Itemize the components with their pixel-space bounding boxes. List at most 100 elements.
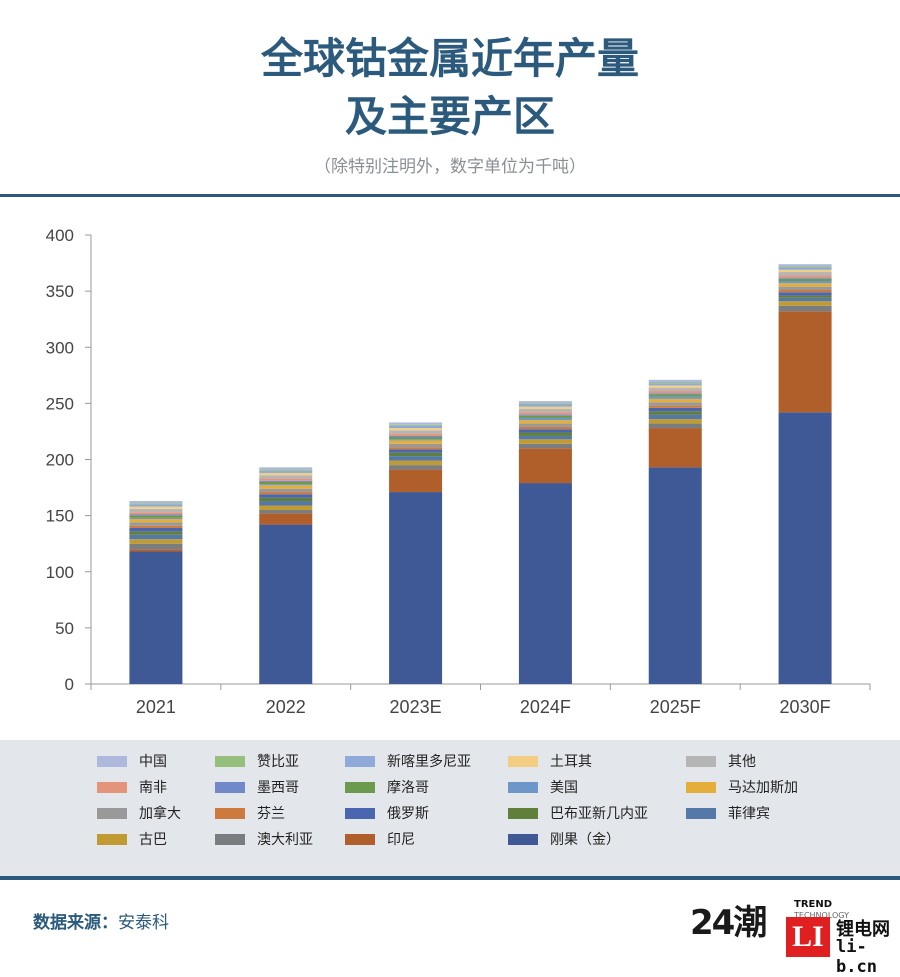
bar-segment-2023E [389, 433, 443, 436]
bar-segment-2023E [389, 465, 443, 470]
x-tick-label: 2024F [520, 697, 571, 717]
x-tick-label: 2025F [650, 697, 701, 717]
bar-segment-2023E [389, 440, 443, 444]
bar-segment-2023E [389, 435, 443, 438]
legend-label: 古巴 [139, 832, 167, 848]
chart-title-line2: 及主要产区 [344, 92, 555, 141]
bar-segment-2023E [389, 422, 443, 425]
legend-item: 美国 [508, 778, 578, 796]
legend-label: 其他 [728, 754, 756, 770]
legend-label: 土耳其 [550, 754, 592, 770]
bar-segment-2023E [389, 492, 443, 684]
logo-technology-text: TECHNOLOGY [794, 911, 849, 920]
logo-li-badge: LI [786, 917, 830, 957]
legend-label: 澳大利亚 [257, 832, 313, 848]
bar-segment-2030F [778, 278, 832, 282]
bar-segment-2025F [648, 391, 702, 394]
legend-label: 中国 [139, 754, 167, 770]
bar-segment-2025F [648, 428, 702, 468]
y-tick-label: 250 [46, 394, 74, 413]
bar-segment-2022 [259, 467, 313, 470]
source-label: 数据来源： [33, 913, 118, 933]
bar-segment-2022 [259, 484, 313, 486]
legend-swatch [97, 833, 127, 845]
y-tick-label: 300 [46, 338, 74, 357]
legend-item: 古巴 [97, 830, 167, 848]
legend-swatch [508, 833, 538, 845]
bar-segment-2025F [648, 383, 702, 386]
bar-segment-2024F [518, 412, 572, 415]
bar-segment-2022 [259, 481, 313, 485]
bar-segment-2021 [129, 543, 183, 550]
bar-segment-2030F [778, 264, 832, 267]
legend-label: 加拿大 [139, 806, 181, 822]
bar-segment-2021 [129, 531, 183, 535]
bar-segment-2023E [389, 424, 443, 426]
legend-item: 加拿大 [97, 804, 181, 822]
bar-segment-2021 [129, 508, 183, 513]
bar-segment-2021 [129, 527, 183, 532]
logo-site-domain: li-b.cn [836, 937, 877, 977]
legend-item: 巴布亚新几内亚 [508, 804, 648, 822]
bar-segment-2030F [778, 305, 832, 312]
bar-segment-2024F [518, 432, 572, 436]
legend-swatch [97, 755, 127, 767]
y-tick-label: 350 [46, 282, 74, 301]
legend-label: 马达加斯加 [728, 780, 798, 796]
y-tick-label: 50 [55, 619, 74, 638]
legend-swatch [215, 833, 245, 845]
legend-swatch [345, 781, 375, 793]
bar-segment-2022 [259, 470, 313, 473]
y-tick-label: 400 [46, 226, 74, 245]
bar-segment-2030F [778, 277, 832, 279]
bar-segment-2030F [778, 281, 832, 284]
bar-segment-2021 [129, 503, 183, 505]
bar-segment-2024F [518, 429, 572, 433]
x-tick-label: 2023E [390, 697, 442, 717]
bar-segment-2030F [778, 311, 832, 413]
bar-segment-2021 [129, 522, 183, 526]
x-tick-label: 2022 [266, 697, 306, 717]
bar-segment-2024F [518, 483, 572, 684]
bar-segment-2023E [389, 425, 443, 429]
legend-item: 其他 [686, 752, 756, 770]
bar-segment-2022 [259, 488, 313, 493]
bar-segment-2022 [259, 480, 313, 482]
source-value: 安泰科 [118, 913, 169, 933]
bar-segment-2030F [778, 266, 832, 268]
bar-segment-2023E [389, 428, 443, 431]
legend-label: 美国 [550, 780, 578, 796]
bar-segment-2021 [129, 504, 183, 507]
legend-swatch [97, 781, 127, 793]
bar-segment-2025F [648, 393, 702, 395]
bar-segment-2023E [389, 430, 443, 434]
legend-swatch [215, 807, 245, 819]
legend-swatch [345, 833, 375, 845]
legend-item: 刚果（金） [508, 830, 620, 848]
top-divider [0, 194, 900, 197]
bar-segment-2023E [389, 469, 443, 493]
logo-trend-text: TREND [794, 899, 833, 910]
bar-segment-2022 [259, 485, 313, 489]
bar-segment-2025F [648, 467, 702, 684]
bar-segment-2030F [778, 292, 832, 296]
bar-segment-2022 [259, 494, 313, 498]
legend-swatch [215, 781, 245, 793]
legend-label: 新喀里多尼亚 [387, 754, 471, 770]
legend-label: 摩洛哥 [387, 780, 429, 796]
legend-swatch [215, 755, 245, 767]
bar-segment-2021 [129, 501, 183, 504]
bar-segment-2024F [518, 408, 572, 413]
bar-segment-2021 [129, 512, 183, 515]
bar-segment-2021 [129, 549, 183, 552]
legend-swatch [97, 807, 127, 819]
bar-segment-2030F [778, 272, 832, 276]
legend-label: 菲律宾 [728, 806, 770, 822]
bar-segment-2025F [648, 379, 702, 383]
bar-segment-2024F [518, 414, 572, 416]
bar-segment-2021 [129, 534, 183, 540]
bar-segment-2030F [778, 297, 832, 302]
bar-segment-2023E [389, 456, 443, 461]
bar-segment-2024F [518, 435, 572, 440]
bar-segment-2025F [648, 402, 702, 406]
